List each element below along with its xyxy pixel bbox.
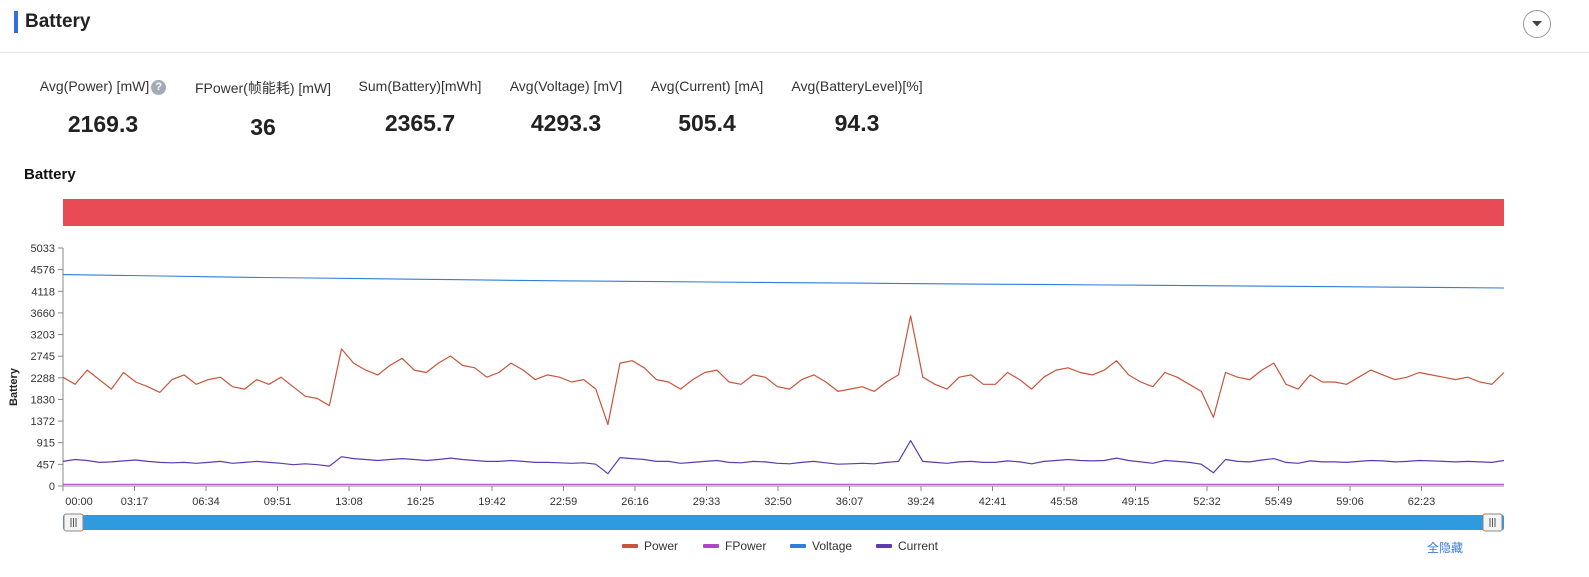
stat-avg-power: Avg(Power) [mW]? 2169.3 (28, 78, 178, 138)
x-tick-label: 00:00 (65, 496, 93, 508)
x-tick-label: 59:06 (1336, 496, 1364, 508)
stat-value: 2365.7 (384, 110, 456, 136)
y-tick-label: 2288 (31, 373, 55, 385)
grip-icon (1489, 518, 1496, 527)
stat-avg-battery-level: Avg(BatteryLevel)[%] 94.3 (782, 78, 932, 137)
stat-avg-voltage: Avg(Voltage) [mV] 4293.3 (491, 78, 641, 137)
chart-title: Battery (24, 166, 76, 183)
stat-sum-battery: Sum(Battery)[mWh] 2365.7 (345, 78, 495, 137)
y-tick-label: 1372 (31, 416, 55, 428)
y-axis-label: Battery (8, 367, 20, 406)
series-line-power (62, 315, 1505, 426)
legend-label: Voltage (812, 539, 852, 553)
x-tick-label: 49:15 (1122, 496, 1150, 508)
range-bar[interactable] (63, 199, 1504, 226)
grip-icon (70, 518, 77, 527)
y-tick-label: 3203 (31, 330, 55, 342)
stat-value: 505.4 (678, 110, 736, 136)
chevron-down-icon (1532, 21, 1542, 27)
slider-right-handle[interactable] (1482, 513, 1503, 532)
x-tick-label: 09:51 (264, 496, 292, 508)
x-tick-label: 52:32 (1193, 496, 1221, 508)
y-tick-label: 5033 (31, 243, 55, 255)
legend-swatch (790, 544, 806, 548)
stat-value: 2169.3 (67, 111, 139, 137)
battery-chart: 5033 4576 4118 3660 3203 2745 2288 1830 1372 915 4… (8, 199, 1505, 553)
stat-avg-current: Avg(Current) [mA] 505.4 (632, 78, 782, 137)
y-tick-label: 0 (49, 481, 55, 493)
y-tick-label: 457 (37, 459, 55, 471)
legend-label: Current (898, 539, 939, 553)
x-tick-label: 55:49 (1265, 496, 1293, 508)
x-tick-label: 36:07 (836, 496, 864, 508)
x-tick-label: 03:17 (121, 496, 149, 508)
y-tick-label: 915 (37, 438, 55, 450)
stat-value: 36 (250, 114, 276, 140)
legend-item-fpower[interactable]: FPower (703, 539, 766, 553)
legend-item-power[interactable]: Power (622, 539, 678, 553)
x-tick-label: 19:42 (478, 496, 506, 508)
section-accent-bar (14, 11, 18, 33)
stat-fpower: FPower(帧能耗) [mW] 36 (188, 78, 338, 141)
stat-label: Sum(Battery)[mWh] (358, 78, 482, 94)
x-axis: 00:00 03:17 06:34 09:51 13:08 16:25 19:42 22:59… (62, 485, 1504, 508)
legend-swatch (622, 544, 638, 548)
collapse-toggle-button[interactable] (1523, 10, 1551, 38)
x-tick-label: 13:08 (335, 496, 363, 508)
y-tick-label: 1830 (31, 394, 55, 406)
section-title: Battery (25, 11, 91, 32)
plot-lines (62, 274, 1505, 485)
series-line-current (62, 440, 1505, 475)
y-tick-label: 4118 (31, 286, 55, 298)
stat-label: Avg(Voltage) [mV] (509, 78, 623, 94)
x-tick-label: 29:33 (693, 496, 721, 508)
x-tick-label: 39:24 (907, 496, 935, 508)
stat-label: Avg(BatteryLevel)[%] (791, 78, 923, 94)
slider-left-handle[interactable] (63, 513, 84, 532)
x-tick-label: 32:50 (764, 496, 792, 508)
stat-value: 94.3 (834, 110, 880, 136)
legend-label: FPower (725, 539, 766, 553)
x-tick-label: 45:58 (1050, 496, 1078, 508)
y-tick-label: 4576 (31, 265, 55, 277)
chart-legend: Power FPower Voltage Current (622, 539, 939, 553)
legend-swatch (876, 544, 892, 548)
x-tick-label: 06:34 (192, 496, 220, 508)
x-tick-label: 62:23 (1408, 496, 1436, 508)
battery-header: Battery (0, 0, 1589, 53)
stat-label: FPower(帧能耗) [mW] (194, 80, 332, 96)
series-line-voltage (62, 274, 1505, 289)
y-axis: 5033 4576 4118 3660 3203 2745 2288 1830 1372 915 4… (31, 243, 64, 493)
legend-label: Power (644, 539, 678, 553)
legend-swatch (703, 544, 719, 548)
x-tick-label: 26:16 (621, 496, 649, 508)
x-tick-label: 16:25 (407, 496, 435, 508)
x-tick-label: 22:59 (550, 496, 578, 508)
y-tick-label: 2745 (31, 351, 55, 363)
slider-track[interactable] (63, 515, 1504, 530)
stat-value: 4293.3 (530, 110, 602, 136)
hide-all-link[interactable]: 全隐藏 (1427, 541, 1464, 555)
y-tick-label: 3660 (31, 308, 55, 320)
x-tick-label: 42:41 (979, 496, 1007, 508)
stat-label: Avg(Current) [mA] (650, 78, 764, 94)
stat-label: Avg(Power) [mW] (39, 78, 150, 94)
legend-item-voltage[interactable]: Voltage (790, 539, 852, 553)
zoom-slider[interactable] (63, 513, 1504, 532)
question-icon[interactable]: ? (151, 80, 167, 95)
legend-item-current[interactable]: Current (876, 539, 939, 553)
